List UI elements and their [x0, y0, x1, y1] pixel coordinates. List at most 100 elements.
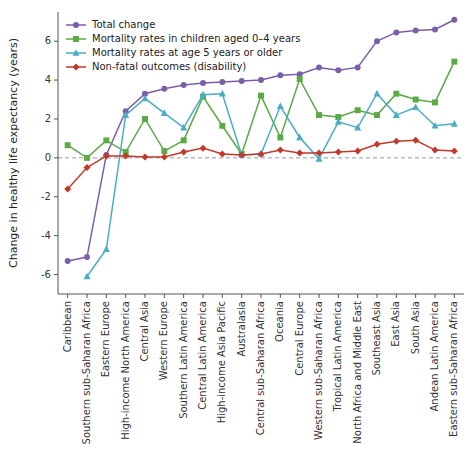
legend-label: Total change: [91, 19, 155, 30]
x-tick: [377, 294, 378, 298]
x-tick: [454, 294, 455, 298]
series-line: [87, 94, 454, 277]
point-marker: [219, 123, 225, 129]
point-marker: [354, 148, 361, 155]
y-tick-label: 2: [45, 113, 51, 124]
point-marker: [335, 118, 342, 125]
point-marker: [393, 138, 400, 145]
point-marker: [84, 164, 91, 171]
y-tick-label: 6: [45, 35, 51, 46]
point-marker: [103, 245, 110, 252]
point-marker: [161, 153, 168, 160]
point-marker: [239, 78, 245, 84]
point-marker: [258, 93, 264, 99]
series-line: [68, 20, 455, 261]
legend-marker: [73, 22, 79, 28]
series-line: [68, 140, 455, 189]
point-marker: [258, 77, 264, 83]
x-tick: [164, 294, 165, 298]
x-tick: [145, 294, 146, 298]
x-tick-label: Australasia: [236, 301, 247, 357]
x-tick-label: North Africa and Middle East: [352, 301, 363, 444]
point-marker: [122, 111, 129, 118]
point-marker: [277, 134, 283, 140]
point-marker: [374, 112, 380, 118]
y-tick-label: -2: [41, 191, 51, 202]
point-marker: [219, 150, 226, 157]
x-tick: [415, 294, 416, 298]
point-marker: [181, 82, 187, 88]
point-marker: [374, 141, 381, 148]
point-marker: [161, 109, 168, 116]
y-tick-label: 0: [45, 152, 51, 163]
point-marker: [451, 120, 458, 127]
point-marker: [180, 124, 187, 131]
point-marker: [393, 111, 400, 118]
y-tick: [54, 196, 58, 197]
point-marker: [180, 149, 187, 156]
x-tick-label: Southeast Asia: [371, 301, 382, 376]
point-marker: [181, 137, 187, 143]
point-marker: [296, 150, 303, 157]
x-tick-label: Southern sub-Saharan Africa: [81, 301, 92, 444]
y-tick: [54, 235, 58, 236]
point-marker: [64, 185, 71, 192]
legend-label: Non-fatal outcomes (disability): [92, 61, 246, 72]
point-marker: [103, 152, 110, 159]
point-marker: [238, 151, 245, 158]
point-marker: [161, 86, 167, 92]
y-tick-label: 4: [45, 74, 51, 85]
point-marker: [432, 27, 438, 33]
x-tick-label: Central Europe: [294, 301, 305, 376]
x-tick: [338, 294, 339, 298]
point-marker: [238, 151, 245, 158]
point-marker: [219, 79, 225, 85]
point-marker: [142, 116, 148, 122]
point-marker: [122, 152, 129, 159]
point-marker: [413, 97, 419, 103]
point-marker: [432, 147, 439, 154]
x-tick-label: Southern Latin America: [178, 301, 189, 419]
point-marker: [84, 273, 91, 280]
point-marker: [316, 64, 322, 70]
point-marker: [432, 122, 439, 129]
y-tick: [54, 274, 58, 275]
plot-area: [64, 17, 458, 279]
x-tick-label: South Asia: [410, 301, 421, 354]
x-tick: [106, 294, 107, 298]
point-marker: [277, 147, 284, 154]
x-tick-label: Eastern sub-Saharan Africa: [448, 301, 459, 437]
point-marker: [84, 155, 90, 161]
x-tick-label: Andean Latin America: [429, 301, 440, 412]
x-tick-label: Caribbean: [62, 301, 73, 352]
point-marker: [451, 17, 457, 23]
y-tick: [54, 118, 58, 119]
x-tick: [319, 294, 320, 298]
point-marker: [142, 95, 149, 102]
point-marker: [413, 28, 419, 34]
legend-marker: [73, 36, 79, 42]
x-tick-label: Eastern Europe: [100, 301, 111, 377]
x-tick: [299, 294, 300, 298]
y-axis-label: Change in healthy life expectancy (years…: [7, 38, 20, 268]
point-marker: [316, 112, 322, 118]
point-marker: [103, 137, 109, 143]
x-tick: [280, 294, 281, 298]
x-tick-label: Central Asia: [139, 301, 150, 362]
x-tick-label: Central sub-Saharan Africa: [255, 301, 266, 435]
series-line: [68, 62, 455, 158]
x-tick: [125, 294, 126, 298]
y-tick: [54, 80, 58, 81]
x-tick-label: Tropical Latin America: [332, 301, 343, 413]
x-tick-label: High-income Asia Pacific: [216, 301, 227, 423]
point-marker: [451, 59, 457, 65]
point-marker: [354, 124, 361, 131]
point-marker: [161, 148, 167, 154]
point-marker: [412, 103, 419, 110]
point-marker: [84, 254, 90, 260]
point-marker: [393, 29, 399, 35]
x-tick: [435, 294, 436, 298]
x-tick: [203, 294, 204, 298]
y-tick-label: -6: [41, 269, 51, 280]
point-marker: [296, 134, 303, 141]
